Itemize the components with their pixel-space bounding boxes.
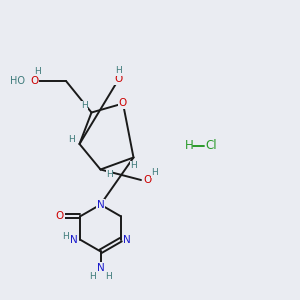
Text: H: H	[184, 139, 193, 152]
Text: N: N	[97, 200, 104, 210]
Text: H: H	[68, 135, 74, 144]
Text: O: O	[143, 175, 152, 185]
Text: HO: HO	[11, 76, 26, 86]
Text: N: N	[97, 263, 104, 273]
Text: N: N	[70, 235, 77, 245]
Text: H: H	[81, 101, 87, 110]
Text: H: H	[106, 272, 112, 281]
Text: N: N	[124, 235, 131, 245]
Text: H: H	[106, 170, 113, 179]
Text: O: O	[114, 74, 123, 85]
Text: O: O	[119, 98, 127, 109]
Text: H: H	[89, 272, 95, 281]
Text: O: O	[56, 211, 64, 221]
Text: H: H	[130, 161, 137, 170]
Text: Cl: Cl	[206, 139, 217, 152]
Text: O: O	[30, 76, 39, 86]
Text: H: H	[115, 66, 122, 75]
Text: H: H	[151, 168, 158, 177]
Text: H: H	[62, 232, 69, 241]
Text: H: H	[34, 68, 41, 76]
